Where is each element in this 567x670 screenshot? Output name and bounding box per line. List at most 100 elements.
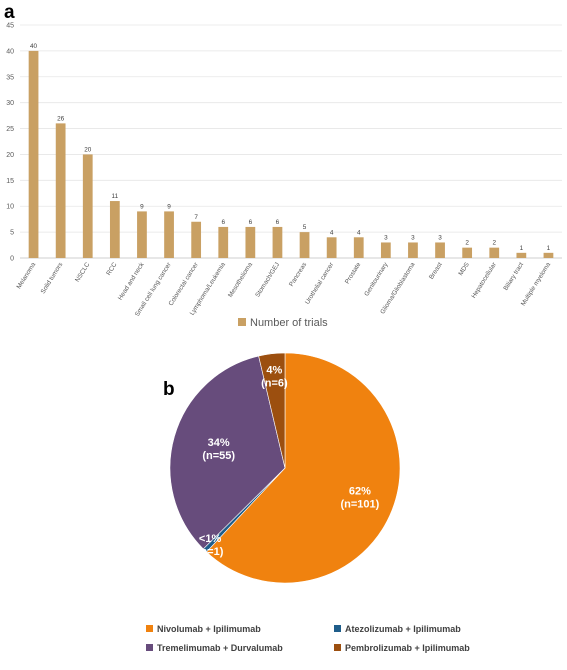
bar-gridlines <box>20 24 562 259</box>
pie-legend-label: Atezolizumab + Ipilimumab <box>345 624 461 634</box>
pie-legend-label: Nivolumab + Ipilimumab <box>157 624 261 634</box>
bar-category-label: Breast <box>428 261 444 281</box>
bar-y-tick-label: 40 <box>6 48 14 55</box>
bar-data-label: 2 <box>465 240 469 247</box>
bar <box>408 242 418 258</box>
pie-slices <box>169 352 401 584</box>
bar <box>516 252 527 258</box>
bar-category-label: Melanoma <box>15 261 37 290</box>
pie-chart: 62%(n=101) <1%(n=1) 34%(n=55) 4%(n=6) Nivol… <box>146 352 470 653</box>
bar-data-label: 1 <box>547 245 551 252</box>
pie-percent-label: 62% <box>349 486 371 498</box>
bar <box>55 123 66 258</box>
pie-legend-swatch <box>146 644 153 651</box>
pie-legend-swatch <box>146 625 153 632</box>
bar-category-label: Stomach/GEJ <box>254 261 281 298</box>
bar-category-label: MDS <box>457 261 470 277</box>
bar-data-label: 2 <box>492 240 496 247</box>
bar-y-tick-label: 20 <box>6 152 14 159</box>
pie-legend-swatch <box>334 644 341 651</box>
pie-legend: Nivolumab + Ipilimumab Atezolizumab + Ipi… <box>146 624 470 653</box>
bar <box>109 201 120 258</box>
bar-category-label: RCC <box>105 261 118 277</box>
bar <box>299 232 310 258</box>
bar <box>218 226 229 258</box>
bar-data-label: 3 <box>384 234 388 241</box>
bar <box>191 221 202 258</box>
bar-category-label: Mesothelioma <box>227 261 254 299</box>
bar <box>489 247 500 258</box>
pie-count-label: (n=1) <box>197 546 224 558</box>
pie-labels: 62%(n=101) <1%(n=1) 34%(n=55) 4%(n=6) <box>197 365 380 558</box>
bar-category-label: Head and neck <box>117 261 146 302</box>
bar-y-tick-label: 0 <box>10 256 14 263</box>
bar-y-tick-label: 5 <box>10 230 14 237</box>
bar-legend-swatch <box>238 318 246 326</box>
bar-data-label: 9 <box>140 203 144 210</box>
bar-y-axis-ticks: 0 5 10 15 20 25 30 35 40 45 <box>6 23 14 263</box>
bar-category-label: Solid tumors <box>40 261 65 295</box>
bar-data-label: 6 <box>276 219 280 226</box>
bar <box>543 252 554 258</box>
bar-data-label: 26 <box>57 115 65 122</box>
bar-data-label: 6 <box>221 219 225 226</box>
panel-b-letter: b <box>163 379 175 400</box>
bar-y-tick-label: 30 <box>6 100 14 107</box>
bar-data-label: 11 <box>112 193 119 200</box>
pie-legend-label: Tremelimumab + Durvalumab <box>157 643 283 653</box>
bar-data-label: 6 <box>249 219 253 226</box>
bar <box>353 237 364 258</box>
pie-legend-swatch <box>334 625 341 632</box>
bar <box>137 211 147 258</box>
bar-y-tick-label: 10 <box>6 204 14 211</box>
bar-data-label: 40 <box>30 43 38 50</box>
bar <box>82 154 93 258</box>
bar <box>164 211 174 258</box>
bar <box>435 242 445 258</box>
bar-category-label: Urothelial cancer <box>304 261 336 306</box>
bar-category-label: Hepatocellular <box>470 261 498 300</box>
bar-data-label: 4 <box>330 229 334 236</box>
bar-category-label: Genitourinary <box>363 261 390 298</box>
bar <box>380 242 391 258</box>
bar-category-label: NSCLC <box>74 261 92 283</box>
bar-category-label: Colorectal cancer <box>168 261 201 308</box>
bar-legend: Number of trials <box>238 317 328 329</box>
pie-percent-label: 34% <box>208 437 230 449</box>
pie-slice <box>206 352 401 584</box>
bar-data-label: 9 <box>167 203 171 210</box>
bar-data-label: 3 <box>411 234 415 241</box>
bar-category-label: Prostate <box>344 261 363 285</box>
bar-category-label: Biliary tract <box>502 261 525 292</box>
bar-data-label: 7 <box>194 214 198 221</box>
bar-y-tick-label: 15 <box>6 178 14 185</box>
bar-data-label: 5 <box>303 224 307 231</box>
bar-y-tick-label: 35 <box>6 74 14 81</box>
bar-category-label: Multiple myeloma <box>520 261 553 307</box>
bar-data-label: 1 <box>520 245 524 252</box>
bar-legend-label: Number of trials <box>250 317 328 329</box>
pie-slice <box>258 352 286 469</box>
bar <box>462 247 473 258</box>
pie-count-label: (n=101) <box>340 499 379 511</box>
bar <box>326 237 337 258</box>
bar <box>245 226 256 258</box>
pie-percent-label: 4% <box>266 365 282 377</box>
bar-y-tick-label: 25 <box>6 126 14 133</box>
bar <box>28 50 39 259</box>
pie-legend-label: Pembrolizumab + Ipilimumab <box>345 643 470 653</box>
bar-series <box>28 50 554 259</box>
pie-percent-label: <1% <box>199 533 222 545</box>
pie-count-label: (n=55) <box>202 450 235 462</box>
bar-category-label: Pancreas <box>288 261 308 288</box>
bar <box>272 226 283 258</box>
pie-slice <box>169 355 286 550</box>
bar-data-label: 4 <box>357 229 361 236</box>
bar-data-label: 3 <box>438 234 442 241</box>
pie-count-label: (n=6) <box>261 378 288 390</box>
bar-y-tick-label: 45 <box>6 23 14 30</box>
